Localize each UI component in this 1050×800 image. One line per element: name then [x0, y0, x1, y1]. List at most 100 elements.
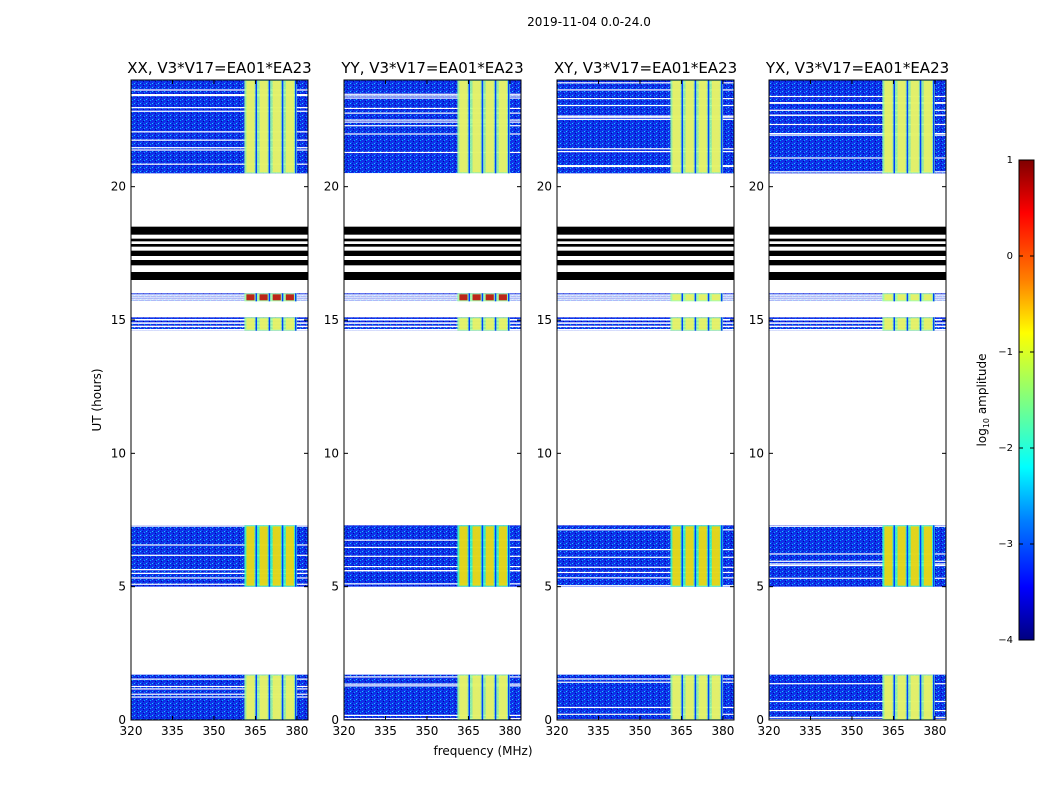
flag-gap [344, 717, 521, 720]
flag-gap [131, 525, 308, 527]
rfi-stripe [485, 526, 494, 586]
y-tick-label: 10 [537, 446, 552, 460]
rfi-divider [707, 317, 710, 331]
rfi-divider [932, 317, 935, 331]
rfi-stripe [285, 294, 294, 301]
rfi-stripe [472, 675, 481, 719]
x-tick-label: 380 [711, 724, 734, 738]
flag-gap [131, 696, 308, 698]
flagged-band [131, 226, 308, 235]
rfi-stripe [246, 318, 255, 330]
rfi-stripe [910, 526, 919, 586]
rfi-divider [720, 674, 723, 720]
flag-gap [131, 149, 308, 151]
flag-gap [769, 132, 946, 135]
rfi-divider [281, 80, 284, 174]
rfi-stripe [246, 81, 255, 173]
rfi-divider [707, 525, 710, 587]
flag-gap [131, 319, 308, 321]
rfi-divider [707, 674, 710, 720]
rfi-divider [919, 674, 922, 720]
x-tick-label: 335 [374, 724, 397, 738]
rfi-divider [255, 674, 258, 720]
rfi-stripe [272, 526, 281, 586]
flag-gap [344, 555, 521, 557]
flag-gap [344, 298, 521, 300]
rfi-stripe [498, 294, 507, 301]
flag-gap [131, 554, 308, 556]
rfi-stripe [685, 675, 694, 719]
panel-title: XY, V3*V17=EA01*EA23 [554, 59, 737, 77]
rfi-stripe [923, 675, 932, 719]
flag-gap [557, 89, 734, 91]
x-tick-label: 365 [882, 724, 905, 738]
rfi-stripe [259, 294, 268, 301]
flagged-band [557, 250, 734, 256]
rfi-divider [694, 674, 697, 720]
flag-gap [557, 165, 734, 168]
rfi-divider [268, 317, 271, 331]
flagged-band [344, 260, 521, 266]
flag-gap [344, 322, 521, 324]
x-tick-label: 350 [416, 724, 439, 738]
rfi-stripe [485, 318, 494, 330]
rfi-stripe [910, 294, 919, 301]
flag-gap [131, 678, 308, 680]
flagged-band [344, 238, 521, 242]
rfi-stripe [711, 675, 720, 719]
rfi-divider [255, 293, 258, 302]
y-tick-label: 20 [111, 180, 126, 194]
rfi-stripe [246, 526, 255, 586]
rfi-stripe [897, 294, 906, 301]
rfi-stripe [246, 675, 255, 719]
rfi-divider [507, 525, 510, 587]
y-tick-label: 15 [537, 313, 552, 327]
rfi-divider [932, 293, 935, 302]
flagged-band [769, 260, 946, 266]
rfi-divider [468, 525, 471, 587]
flag-gap [769, 329, 946, 331]
rfi-region [882, 293, 935, 302]
colorbar: −4 −3 −2 −1 0 1 log10 amplitude [975, 155, 1035, 646]
colorbar-label-subscript: 10 [982, 418, 991, 428]
flag-gap [131, 685, 308, 688]
rfi-divider [707, 293, 710, 302]
flagged-band [557, 260, 734, 266]
rfi-divider [494, 293, 497, 302]
flag-gap [557, 300, 734, 302]
y-tick-label: 0 [331, 713, 339, 727]
flag-gap [557, 98, 734, 100]
x-tick-label: 335 [161, 724, 184, 738]
rfi-divider [720, 525, 723, 587]
rfi-divider [681, 293, 684, 302]
flag-gap [557, 681, 734, 683]
flag-gap [131, 110, 308, 112]
rfi-divider [694, 525, 697, 587]
flag-gap [344, 294, 521, 296]
flag-gap [557, 322, 734, 324]
x-tick-label: 335 [587, 724, 610, 738]
flag-gap [131, 131, 308, 133]
rfi-divider [906, 293, 909, 302]
flag-gap [557, 566, 734, 568]
flag-gap [557, 678, 734, 680]
colorbar-tick-label: −4 [998, 635, 1013, 646]
rfi-stripe [259, 318, 268, 330]
rfi-stripe [910, 675, 919, 719]
axes-frame [343, 79, 522, 721]
rfi-stripe [897, 675, 906, 719]
rfi-divider [707, 80, 710, 174]
flag-gap [131, 94, 308, 96]
y-tick-label: 5 [331, 580, 339, 594]
rfi-divider [932, 525, 935, 587]
flag-gap [769, 560, 946, 562]
rfi-stripe [884, 81, 893, 173]
flagged-band [769, 250, 946, 256]
flag-gap [557, 298, 734, 300]
flag-gap [769, 709, 946, 712]
rfi-divider [281, 317, 284, 331]
rfi-stripe [685, 81, 694, 173]
flagged-band [131, 244, 308, 247]
flag-gap [557, 556, 734, 558]
flag-gap [131, 300, 308, 302]
